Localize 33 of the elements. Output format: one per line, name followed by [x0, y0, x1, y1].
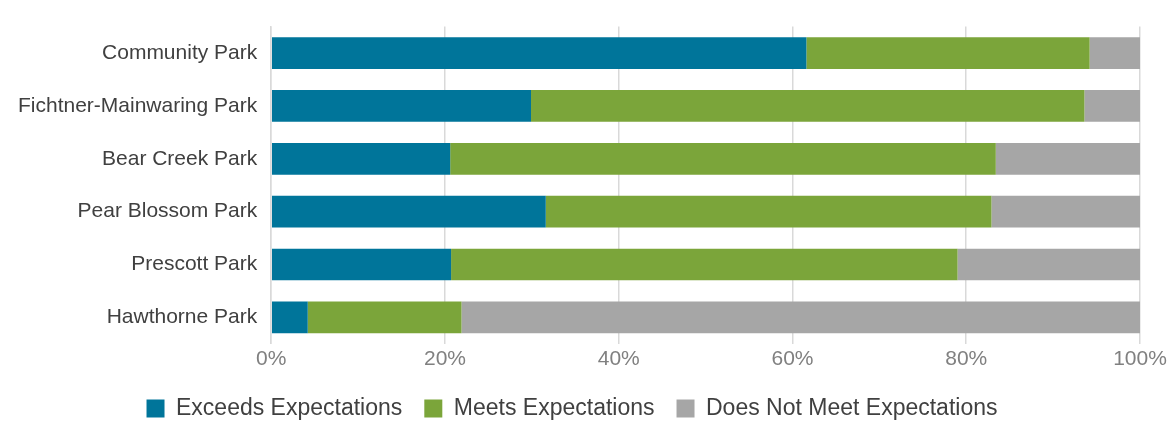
bar — [461, 301, 1140, 334]
y-tick-label: Bear Creek Park — [102, 145, 258, 169]
legend-label: Does Not Meet Expectations — [706, 393, 998, 420]
y-tick-label: Pear Blossom Park — [77, 198, 258, 222]
legend-label: Meets Expectations — [453, 393, 655, 420]
bar — [271, 195, 546, 228]
bar — [995, 142, 1140, 175]
bar — [957, 248, 1140, 281]
legend-label: Exceeds Expectations — [176, 393, 403, 420]
bar — [531, 90, 1085, 122]
x-tick-label: 40% — [597, 346, 640, 370]
bar — [1089, 37, 1140, 69]
bar — [307, 301, 462, 334]
bar — [545, 195, 992, 228]
y-tick-label: Hawthorne Park — [106, 304, 258, 328]
x-tick-label: 60% — [771, 346, 814, 370]
bar — [451, 248, 958, 281]
y-tick-label: Fichtner-Mainwaring Park — [17, 92, 258, 116]
bar — [271, 90, 531, 122]
bar — [1084, 90, 1140, 122]
x-tick-label: 0% — [256, 346, 287, 370]
bar — [991, 195, 1140, 228]
bar — [806, 37, 1090, 69]
bar — [271, 37, 807, 69]
y-tick-label: Community Park — [102, 39, 258, 63]
bar — [271, 142, 451, 175]
x-tick-label: 20% — [423, 346, 467, 370]
y-tick-label: Prescott Park — [131, 251, 258, 275]
x-tick-label: 80% — [945, 346, 988, 370]
bar — [271, 248, 452, 281]
bar — [450, 142, 996, 175]
x-tick-label: 100% — [1113, 346, 1167, 370]
bar — [271, 301, 308, 334]
